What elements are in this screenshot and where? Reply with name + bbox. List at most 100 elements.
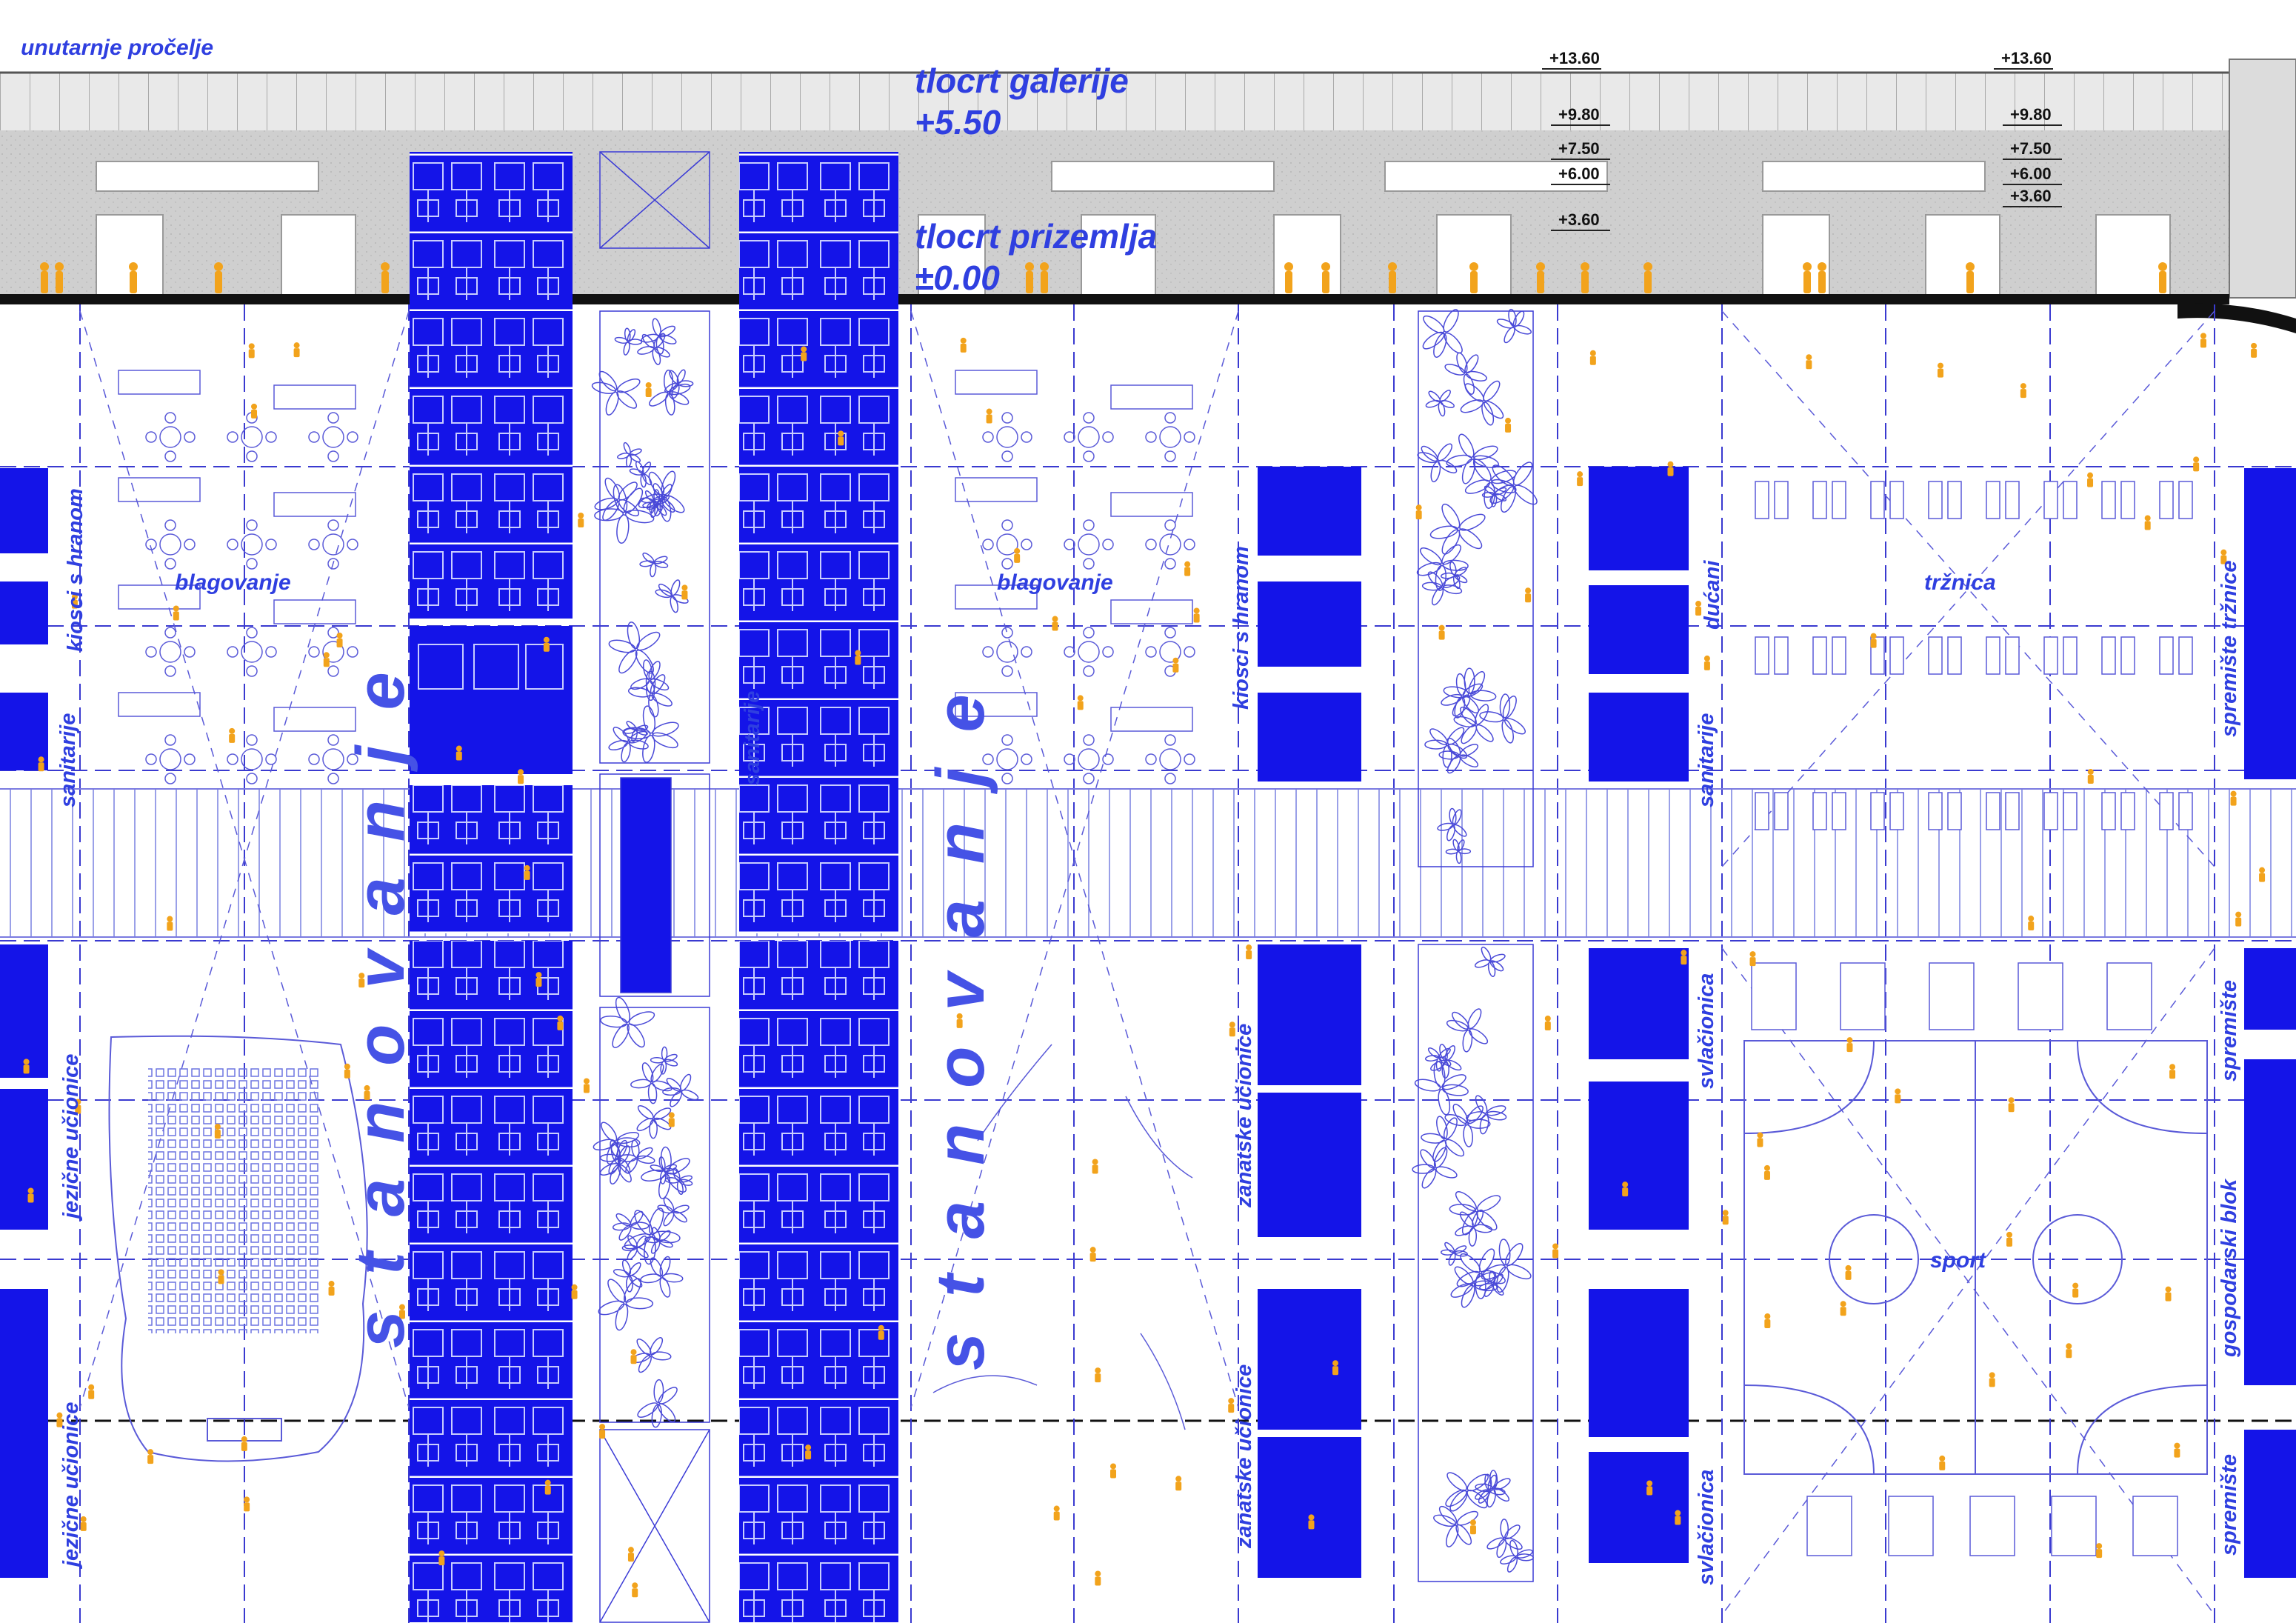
person-figure xyxy=(1172,657,1179,673)
market-stall xyxy=(1870,481,1885,519)
person-figure xyxy=(1938,362,1944,378)
round-table xyxy=(241,426,263,448)
plant xyxy=(598,1278,654,1331)
plant xyxy=(1500,1539,1534,1573)
elevation-right-5: +3.60 xyxy=(2003,187,2062,207)
person-figure xyxy=(251,403,258,419)
person-figure xyxy=(571,1284,578,1299)
person-figure xyxy=(986,408,992,424)
market-storage-label: spremište tržnice xyxy=(2217,560,2241,737)
plant xyxy=(642,489,670,519)
round-table xyxy=(241,748,263,770)
market-stall xyxy=(1947,481,1962,519)
curved-bench xyxy=(932,1375,1038,1393)
market-stalls xyxy=(1751,481,2193,1556)
standing-figure xyxy=(1321,262,1330,293)
food-kiosks-label-left: kiosci s hranom xyxy=(64,488,87,652)
person-figure xyxy=(38,756,44,772)
dining-table xyxy=(955,584,1038,610)
gallery-plan-title: tlocrt galerije xyxy=(915,61,1129,100)
plant xyxy=(624,721,649,742)
person-figure xyxy=(1438,624,1445,640)
person-figure xyxy=(2087,472,2094,487)
person-figure xyxy=(2230,790,2237,806)
person-figure xyxy=(364,1084,370,1100)
person-figure xyxy=(1646,1480,1653,1496)
plant xyxy=(1466,1095,1507,1135)
round-table xyxy=(1078,533,1100,556)
plant xyxy=(641,318,677,355)
plant xyxy=(636,1104,672,1139)
sanitary-label-left: sanitarije xyxy=(56,713,80,807)
market-stall xyxy=(2120,481,2135,519)
standing-figure xyxy=(1581,262,1589,293)
plant xyxy=(664,369,694,399)
plant xyxy=(1441,561,1468,590)
person-figure xyxy=(336,632,343,647)
person-figure xyxy=(398,1304,405,1319)
person-figure xyxy=(518,769,524,784)
person-figure xyxy=(1757,1132,1763,1147)
market-stall xyxy=(2120,792,2135,830)
person-figure xyxy=(1505,417,1512,433)
person-figure xyxy=(2235,911,2242,927)
person-figure xyxy=(1308,1514,1315,1530)
person-figure xyxy=(2096,1543,2103,1559)
bench-block xyxy=(1969,1496,2015,1556)
person-figure xyxy=(241,1436,247,1451)
round-table xyxy=(241,641,263,663)
dining-table xyxy=(273,707,356,732)
person-figure xyxy=(75,1099,81,1114)
housing-block-left xyxy=(410,152,573,1622)
market-stall xyxy=(1947,792,1962,830)
market-stall xyxy=(2043,636,2058,675)
market-stall xyxy=(2159,792,2174,830)
person-figure xyxy=(801,346,807,361)
bench-block xyxy=(2018,962,2063,1030)
ground-plan-title: tlocrt prizemlja xyxy=(915,217,1158,256)
round-table xyxy=(322,426,344,448)
dining-label-left: blagovanje xyxy=(175,570,291,595)
person-figure xyxy=(668,1112,675,1127)
housing-label-left: stanovanje xyxy=(343,636,418,1348)
craft-classrooms-label-2: zanatske učionice xyxy=(1232,1364,1256,1548)
plant xyxy=(593,1122,641,1165)
person-figure xyxy=(1845,1264,1852,1280)
round-table xyxy=(159,533,181,556)
market-stall xyxy=(1889,481,1904,519)
bench-block xyxy=(2132,1496,2178,1556)
person-figure xyxy=(2072,1282,2079,1298)
bench-block xyxy=(2051,1496,2097,1556)
person-figure xyxy=(214,1124,221,1139)
standing-figure xyxy=(55,262,64,293)
standing-figure xyxy=(1966,262,1975,293)
person-figure xyxy=(2008,1097,2015,1113)
market-stall xyxy=(1774,636,1789,675)
market-stall xyxy=(1812,481,1827,519)
standing-figure xyxy=(381,262,390,293)
person-figure xyxy=(1092,1159,1098,1174)
person-figure xyxy=(2200,333,2206,348)
elevation-left-4: +6.00 xyxy=(1551,164,1610,185)
person-figure xyxy=(805,1444,812,1460)
person-figure xyxy=(956,1013,963,1028)
gallery-plan-level: +5.50 xyxy=(915,103,1001,141)
dining-table xyxy=(955,370,1038,395)
curved-bench xyxy=(1125,1096,1193,1179)
plant xyxy=(1422,309,1463,358)
plant xyxy=(1441,673,1484,719)
round-table xyxy=(159,641,181,663)
person-figure xyxy=(56,1412,63,1427)
plant xyxy=(1433,1505,1479,1547)
garden-strip-right xyxy=(1418,310,1534,1582)
market-stall xyxy=(2005,481,2020,519)
circulation-band xyxy=(0,789,2296,937)
person-figure xyxy=(2169,1064,2176,1079)
left-edge-blocks xyxy=(0,468,48,1578)
person-figure xyxy=(1077,695,1084,710)
person-figure xyxy=(248,343,255,359)
standing-figure xyxy=(40,262,49,293)
round-table xyxy=(322,748,344,770)
sport-label: sport xyxy=(1930,1248,1986,1273)
plant xyxy=(637,333,670,365)
